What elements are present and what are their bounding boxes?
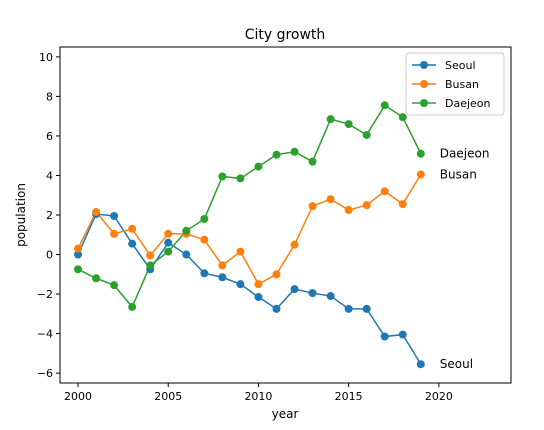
- data-point-busan: [380, 187, 389, 196]
- legend-label-seoul: Seoul: [445, 59, 476, 72]
- data-point-busan: [164, 229, 173, 238]
- y-tick-label: 0: [46, 249, 53, 262]
- data-point-busan: [200, 235, 209, 244]
- y-axis-label: population: [14, 183, 28, 247]
- data-point-seoul: [110, 211, 119, 220]
- data-point-daejeon: [416, 149, 425, 158]
- data-point-busan: [146, 251, 155, 260]
- data-point-daejeon: [398, 113, 407, 122]
- data-point-daejeon: [308, 157, 317, 166]
- y-tick-label: 2: [46, 209, 53, 222]
- data-point-seoul: [200, 269, 209, 278]
- y-tick-label: −6: [37, 367, 53, 380]
- data-point-busan: [110, 229, 119, 238]
- y-tick-label: −4: [37, 328, 53, 341]
- data-point-daejeon: [110, 281, 119, 290]
- legend-label-daejeon: Daejeon: [445, 97, 491, 110]
- x-axis-label: year: [272, 407, 299, 421]
- data-point-seoul: [362, 304, 371, 313]
- data-point-daejeon: [272, 150, 281, 159]
- series-end-labels: Seoul Busan Daejeon: [440, 147, 490, 371]
- x-tick-label: 2020: [425, 390, 453, 403]
- data-point-daejeon: [380, 101, 389, 110]
- data-point-busan: [92, 208, 101, 217]
- data-point-daejeon: [236, 174, 245, 183]
- data-point-busan: [398, 200, 407, 209]
- data-point-seoul: [272, 304, 281, 313]
- data-point-busan: [290, 240, 299, 249]
- data-point-seoul: [236, 280, 245, 289]
- data-point-seoul: [218, 273, 227, 282]
- data-point-busan: [128, 224, 137, 233]
- legend-box: [405, 52, 505, 116]
- data-point-busan: [254, 280, 263, 289]
- data-point-busan: [218, 261, 227, 270]
- data-point-daejeon: [290, 147, 299, 156]
- data-point-daejeon: [326, 115, 335, 124]
- data-point-busan: [236, 247, 245, 256]
- data-point-busan: [416, 170, 425, 179]
- data-point-daejeon: [92, 274, 101, 283]
- data-point-busan: [362, 201, 371, 210]
- data-point-daejeon: [362, 130, 371, 139]
- y-tick-label: −2: [37, 288, 53, 301]
- data-point-daejeon: [128, 302, 137, 311]
- legend-marker-seoul: [420, 61, 428, 69]
- data-point-seoul: [326, 292, 335, 301]
- chart-title: City growth: [245, 27, 326, 43]
- x-tick-label: 2000: [64, 390, 92, 403]
- data-point-busan: [308, 202, 317, 211]
- x-tick-label: 2015: [335, 390, 363, 403]
- data-point-busan: [326, 195, 335, 204]
- legend: Seoul Busan Daejeon: [405, 52, 505, 116]
- data-point-seoul: [164, 238, 173, 247]
- x-axis: 2000 2005 2010 2015 2020: [64, 383, 453, 403]
- data-point-daejeon: [74, 265, 83, 274]
- data-point-daejeon: [218, 172, 227, 181]
- series-markers: [74, 101, 425, 369]
- data-point-seoul: [308, 289, 317, 298]
- data-point-seoul: [182, 250, 191, 259]
- data-point-busan: [272, 270, 281, 279]
- legend-marker-daejeon: [420, 99, 428, 107]
- end-label-seoul: Seoul: [440, 357, 473, 371]
- data-point-seoul: [398, 330, 407, 339]
- data-point-seoul: [416, 360, 425, 369]
- data-point-daejeon: [344, 120, 353, 129]
- data-point-seoul: [128, 239, 137, 248]
- legend-label-busan: Busan: [445, 78, 479, 91]
- data-point-busan: [74, 244, 83, 253]
- y-tick-label: 8: [46, 90, 53, 103]
- data-point-seoul: [344, 304, 353, 313]
- y-axis: −6 −4 −2 0 2 4 6 8 10: [37, 51, 60, 380]
- x-tick-label: 2010: [244, 390, 272, 403]
- data-point-seoul: [290, 285, 299, 294]
- legend-marker-busan: [420, 80, 428, 88]
- data-point-daejeon: [254, 162, 263, 171]
- data-point-seoul: [74, 250, 83, 259]
- y-tick-label: 6: [46, 130, 53, 143]
- data-point-daejeon: [182, 226, 191, 235]
- data-point-seoul: [254, 293, 263, 302]
- x-tick-label: 2005: [154, 390, 182, 403]
- y-tick-label: 10: [39, 51, 53, 64]
- data-point-daejeon: [164, 247, 173, 256]
- data-point-busan: [344, 206, 353, 215]
- end-label-daejeon: Daejeon: [440, 147, 490, 161]
- y-tick-label: 4: [46, 169, 53, 182]
- data-point-seoul: [380, 332, 389, 341]
- data-point-daejeon: [200, 214, 209, 223]
- data-point-daejeon: [146, 261, 155, 270]
- end-label-busan: Busan: [440, 167, 477, 181]
